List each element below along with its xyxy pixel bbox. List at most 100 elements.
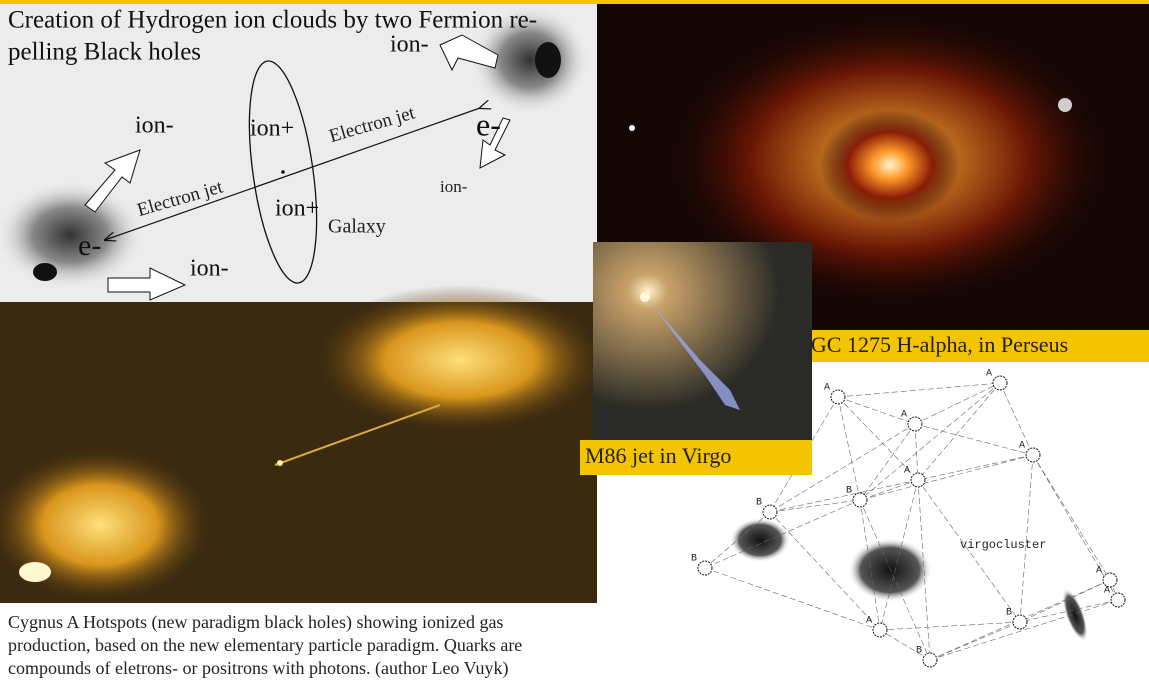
node [992,375,1008,391]
diagram-label: Galaxy [328,216,386,238]
link [914,423,919,481]
core [277,460,283,466]
jet-line [105,108,480,240]
diagram-panel: Creation of Hydrogen ion clouds by two F… [0,4,597,302]
diagram-label: ion+ [250,116,294,142]
arrow [479,117,511,169]
caption-bar [787,330,1149,362]
link [859,454,1034,501]
image-bg [593,242,812,440]
arrow [107,267,187,301]
m86-image [593,242,812,440]
core [820,110,960,220]
link [917,479,1021,623]
node [762,504,778,520]
map-label: A [1096,566,1102,577]
hotspot [535,42,561,78]
galaxy [848,538,932,602]
diagram-label: e- [78,229,101,262]
border [0,0,1149,4]
link [917,382,1001,481]
link [1019,599,1119,623]
diagram-title: Creation of Hydrogen ion clouds by two F… [8,7,537,34]
link [704,511,771,569]
node [852,492,868,508]
link [917,454,1034,481]
node [910,472,926,488]
diagram-label: ion+ [275,196,319,222]
link [879,621,1021,631]
lobe [470,5,590,115]
link [704,567,881,631]
link [837,382,1001,398]
link [917,479,931,661]
arrow [439,34,499,72]
hotspot [33,263,57,281]
link [859,382,1001,501]
galaxy-ellipse [248,60,318,284]
link [929,621,1021,661]
map-label: B [1006,608,1012,619]
link [1019,454,1034,623]
caption: NGC 1275 H-alpha, in Perseus [795,332,1068,357]
link [929,579,1111,661]
map-label: A [904,466,910,477]
star [629,125,635,131]
map-label: B [916,646,922,657]
galaxy [730,518,790,562]
node [907,416,923,432]
map-label: A [901,410,907,421]
node [697,560,713,576]
galaxy-center [281,170,285,174]
map-title: virgocluster [960,538,1046,552]
map-bg [812,362,1149,688]
diagram-label: ion- [390,32,429,58]
link [859,479,919,501]
link [859,423,916,501]
link [859,499,931,661]
caption: compounds of eletrons- or positrons with… [8,658,509,679]
diagram-label: ion- [190,256,229,282]
map-label: B [691,554,697,565]
node [922,652,938,668]
map-label: B [756,498,762,509]
core [640,292,650,302]
diagram-label: e- [476,106,501,142]
link [859,499,881,631]
link [704,499,861,569]
lobe [0,445,215,605]
map-label: A [824,383,830,394]
jet [650,302,740,410]
node [1102,572,1118,588]
lobe [310,285,610,435]
caption: Cygnus A Hotspots (new paradigm black ho… [8,612,503,633]
map-label: A [1104,586,1110,597]
galaxy [1062,588,1088,642]
star [1058,98,1072,112]
link [879,479,919,631]
link [1032,454,1111,581]
link [999,382,1034,456]
link [879,629,931,661]
arrow [84,149,141,213]
node [1012,614,1028,630]
node [1025,447,1041,463]
link [769,479,919,513]
caption-bar [580,440,812,475]
cygnus-image [0,285,610,605]
link [1019,579,1111,623]
caption: M86 jet in Virgo [585,443,731,468]
lobe [0,180,145,290]
hotspot [19,562,51,582]
node [872,622,888,638]
link [837,396,919,481]
jet [274,404,441,466]
link [929,599,1119,661]
map-label: B [846,486,852,497]
map-bg [597,475,812,688]
map-label: A [986,369,992,380]
diagram-label: ion- [440,177,468,196]
